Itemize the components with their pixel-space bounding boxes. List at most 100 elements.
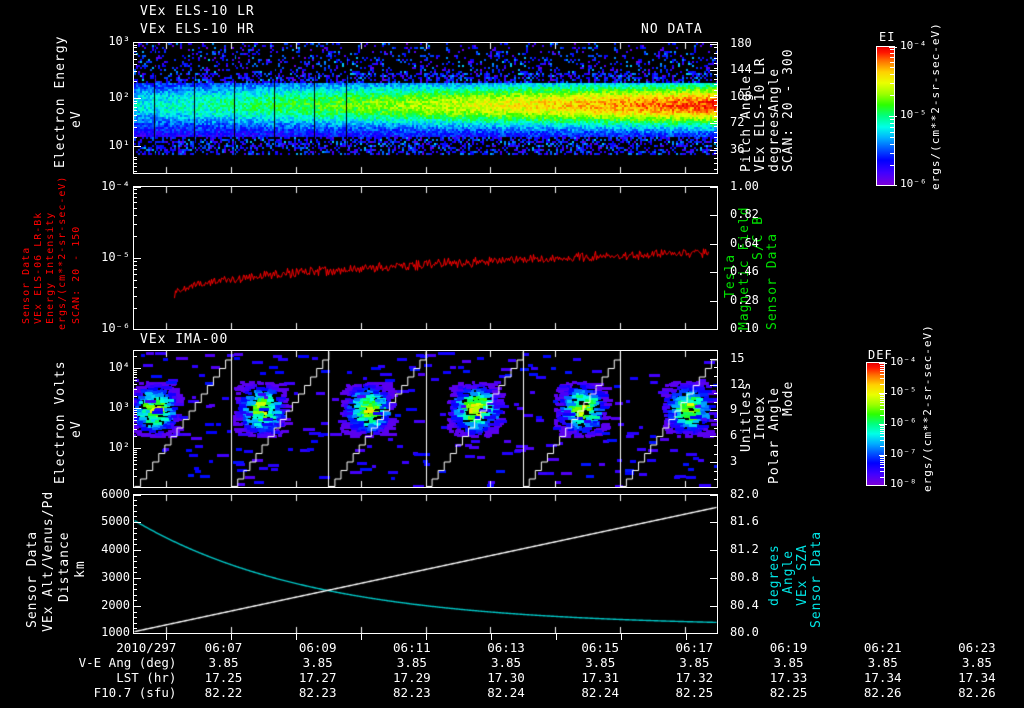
colorbar-ei-minor-tick [890, 119, 895, 120]
footer-cell-r0-c1: 06:09 [298, 640, 337, 655]
panel2-left-major-tick [133, 258, 141, 259]
panel4-right-tick-2: 81.2 [730, 542, 759, 556]
colorbar-def-minor-tick [880, 369, 885, 370]
footer-cell-r1-c2: 3.85 [396, 655, 427, 670]
panel2-right-tick-4: 0.28 [730, 293, 759, 308]
footer-cell-r0-c4: 06:15 [581, 640, 619, 655]
colorbar-def-tick-2: 10⁻⁶ [890, 416, 917, 429]
panel1-right-tick-1: 144 [730, 62, 752, 77]
colorbar-def-major-tick [879, 424, 887, 425]
colorbar-def-minor-tick [880, 384, 885, 385]
footer-cell-r3-c7: 82.26 [863, 685, 902, 700]
panel2-left-minor-tick [133, 261, 137, 262]
panel1-right-label-degrees: degrees [767, 110, 782, 172]
panel-electron-energy-spectrogram[interactable] [133, 42, 718, 174]
footer-cell-r3-c2: 82.23 [393, 685, 431, 700]
panel2-right-major-tick [710, 329, 718, 330]
panel3-right-label-1: Mode [781, 356, 796, 416]
panel4-left-major-tick [133, 550, 141, 551]
panel3-right-minor-tick [714, 462, 718, 463]
colorbar-ei-minor-tick [890, 62, 895, 63]
panel4-left-major-tick [133, 578, 141, 579]
panel2-right-sensor-data: Sensor Data [765, 232, 780, 330]
panel4-left-minor-tick [133, 572, 137, 573]
panel-altitude-sza[interactable] [133, 494, 718, 634]
panel1-left-axis-units: eV [69, 88, 84, 128]
colorbar-ei-major-tick [889, 116, 897, 117]
panel3-right-unitless: Unitless [739, 381, 754, 452]
colorbar-def-minor-tick [880, 467, 885, 468]
panel1-right-minor-tick [714, 132, 718, 133]
panel1-title-hr: VEx ELS-10 HR [140, 22, 255, 37]
panel3-right-polar-angle: Polar Angle [767, 386, 782, 484]
colorbar-ei-major-tick [889, 47, 897, 48]
panel1-left-tick-2: 10¹ [108, 138, 130, 152]
panel2-right-tick-1: 0.82 [730, 206, 759, 221]
footer-cell-r0-c5: 06:17 [675, 640, 714, 655]
panel4-left-minor-tick [133, 578, 137, 579]
footer-row-label-0: 2010/297 [116, 640, 177, 655]
panel2-left-minor-tick [133, 197, 137, 198]
panel4-left-tick-1: 5000 [101, 514, 130, 528]
footer-row-label-3: F10.7 (sfu) [93, 685, 177, 700]
colorbar-def-minor-tick [880, 433, 885, 434]
colorbar-def-minor-tick [880, 363, 885, 364]
panel3-left-tick-1: 10³ [108, 400, 130, 414]
colorbar-def-major-tick [879, 485, 887, 486]
colorbar-def-minor-tick [880, 458, 885, 459]
panel3-left-minor-tick [133, 384, 137, 385]
panel1-left-minor-tick [133, 166, 137, 167]
panel1-right-minor-tick [714, 90, 718, 91]
panel4-right-vex-sza: VEx SZA [795, 544, 810, 606]
panel4-left-minor-tick [133, 606, 137, 607]
panel3-left-label-line1: Electron Volts [53, 360, 68, 484]
panel3-left-minor-tick [133, 454, 137, 455]
panel3-left-minor-tick [133, 372, 137, 373]
panel4-left-alt-venus: VEx Alt/Venus/Pd [41, 490, 56, 632]
panel3-right-label-3: Index [753, 380, 768, 440]
panel1-left-minor-tick [133, 54, 137, 55]
panel3-left-minor-tick [133, 464, 137, 465]
panel1-left-minor-tick [133, 101, 137, 102]
panel4-right-tick-4: 80.4 [730, 598, 759, 612]
panel1-left-axis-label: Electron Energy [53, 36, 68, 168]
panel3-right-minor-tick [714, 359, 718, 360]
colorbar-ei-minor-tick [890, 123, 895, 124]
panel4-x-tick [166, 634, 167, 640]
panel4-left-minor-tick [133, 533, 137, 534]
panel1-right-label-angle: Angle [767, 67, 782, 112]
panel3-right-tick-0: 15 [730, 350, 745, 365]
panel4-left-minor-tick [133, 505, 137, 506]
panel4-right-label-3: Angle [781, 524, 796, 594]
colorbar-def-minor-tick [880, 456, 885, 457]
colorbar-def-minor-tick [880, 398, 885, 399]
colorbar-def-minor-tick [880, 436, 885, 437]
panel-energy-intensity[interactable] [133, 186, 718, 330]
panel4-left-tick-4: 2000 [101, 598, 130, 612]
colorbar-def-minor-tick [880, 365, 885, 366]
panel3-right-mode: Mode [781, 380, 796, 416]
panel3-right-minor-tick [714, 436, 718, 437]
panel3-left-axis-units: eV [69, 398, 84, 438]
footer-cell-r1-c4: 3.85 [585, 655, 616, 670]
panel4-right-major-tick [710, 578, 718, 579]
panel3-left-axis-label: Electron Volts [53, 356, 68, 484]
panel1-right-minor-tick [714, 105, 718, 106]
panel1-right-minor-tick [714, 169, 718, 170]
colorbar-def-minor-tick [880, 431, 885, 432]
panel1-right-major-tick [710, 150, 718, 151]
colorbar-ei-minor-tick [890, 57, 895, 58]
panel4-right-major-tick [710, 633, 718, 634]
panel-ima-spectrogram[interactable] [133, 350, 718, 488]
panel2-left-major-tick [133, 329, 141, 330]
panel1-right-major-tick [710, 97, 718, 98]
footer-cell-r3-c8: 82.26 [958, 685, 996, 700]
panel1-right-label-instrument: VEx ELS-10 LR [753, 57, 768, 172]
footer-cell-r0-c3: 06:13 [487, 640, 525, 655]
panel3-right-minor-tick [714, 428, 718, 429]
colorbar-ei-tick-1: 10⁻⁵ [900, 108, 927, 121]
footer-row-label-2: LST (hr) [116, 670, 177, 685]
panel3-left-major-tick [133, 368, 141, 369]
panel3-left-minor-tick [133, 412, 137, 413]
panel4-left-minor-tick [133, 539, 137, 540]
